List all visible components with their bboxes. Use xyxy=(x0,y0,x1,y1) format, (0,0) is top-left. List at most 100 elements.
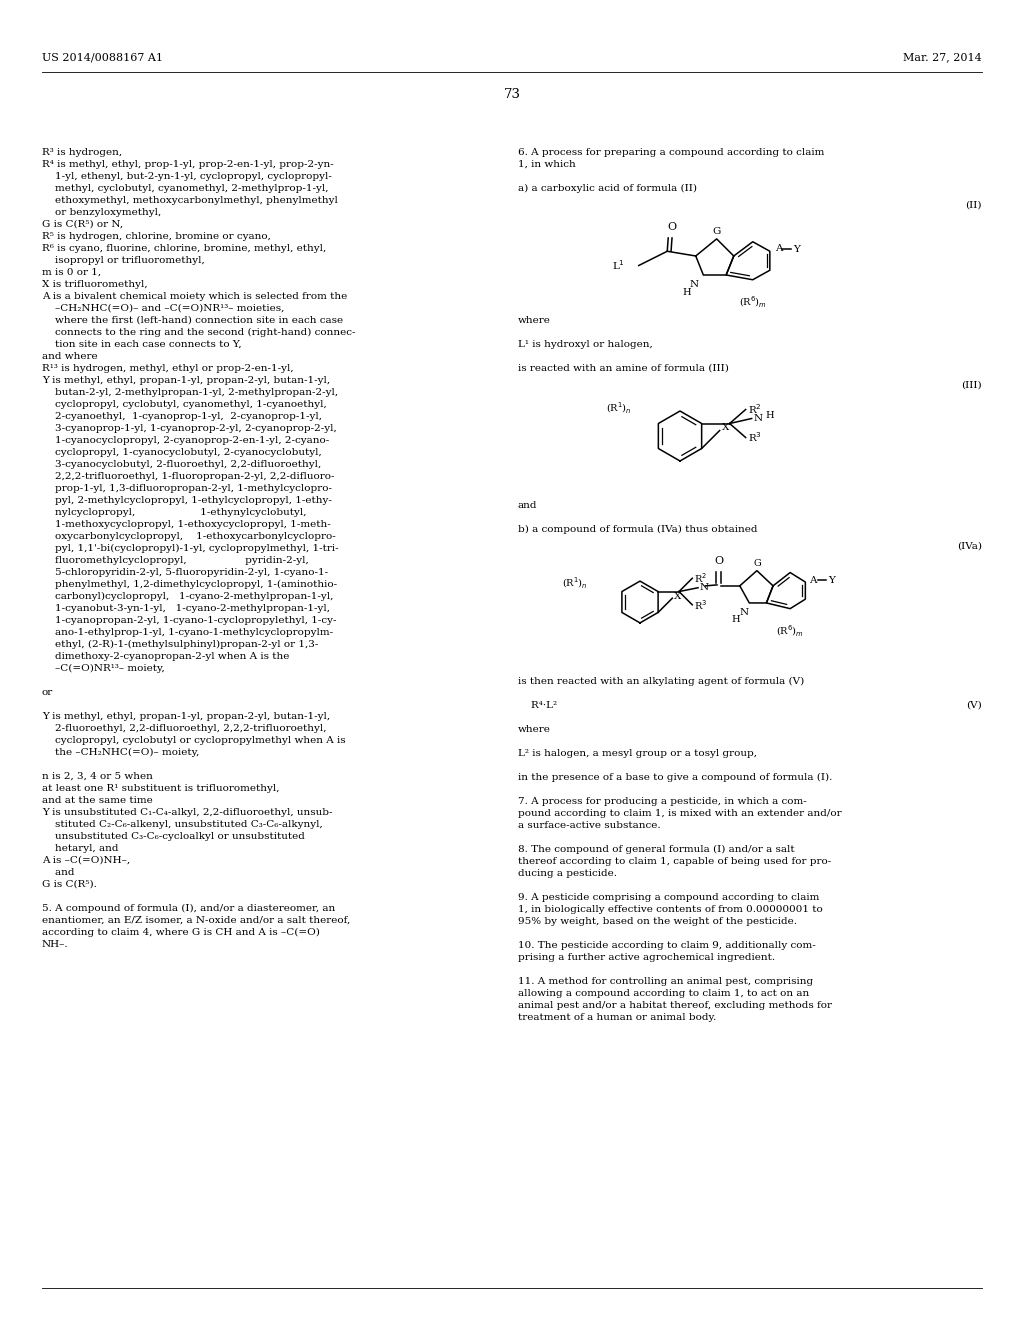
Text: H: H xyxy=(732,615,740,623)
Text: methyl, cyclobutyl, cyanomethyl, 2-methylprop-1-yl,: methyl, cyclobutyl, cyanomethyl, 2-methy… xyxy=(42,183,329,193)
Text: (III): (III) xyxy=(962,381,982,389)
Text: L² is halogen, a mesyl group or a tosyl group,: L² is halogen, a mesyl group or a tosyl … xyxy=(518,748,757,758)
Text: A is a bivalent chemical moiety which is selected from the: A is a bivalent chemical moiety which is… xyxy=(42,292,347,301)
Text: pyl, 2-methylcyclopropyl, 1-ethylcyclopropyl, 1-ethy-: pyl, 2-methylcyclopropyl, 1-ethylcyclopr… xyxy=(42,496,332,506)
Text: a surface-active substance.: a surface-active substance. xyxy=(518,821,660,830)
Text: O: O xyxy=(715,556,724,566)
Text: 73: 73 xyxy=(504,88,520,102)
Text: tion site in each case connects to Y,: tion site in each case connects to Y, xyxy=(42,341,242,348)
Text: in the presence of a base to give a compound of formula (I).: in the presence of a base to give a comp… xyxy=(518,774,833,783)
Text: isopropyl or trifluoromethyl,: isopropyl or trifluoromethyl, xyxy=(42,256,205,265)
Text: ano-1-ethylprop-1-yl, 1-cyano-1-methylcyclopropylm-: ano-1-ethylprop-1-yl, 1-cyano-1-methylcy… xyxy=(42,628,333,638)
Text: a) a carboxylic acid of formula (II): a) a carboxylic acid of formula (II) xyxy=(518,183,697,193)
Text: Y: Y xyxy=(794,244,801,253)
Text: is reacted with an amine of formula (III): is reacted with an amine of formula (III… xyxy=(518,364,729,374)
Text: L¹ is hydroxyl or halogen,: L¹ is hydroxyl or halogen, xyxy=(518,341,652,348)
Text: 5-chloropyridin-2-yl, 5-fluoropyridin-2-yl, 1-cyano-1-: 5-chloropyridin-2-yl, 5-fluoropyridin-2-… xyxy=(42,568,328,577)
Text: 1, in which: 1, in which xyxy=(518,160,575,169)
Text: stituted C₂-C₆-alkenyl, unsubstituted C₃-C₆-alkynyl,: stituted C₂-C₆-alkenyl, unsubstituted C₃… xyxy=(42,820,323,829)
Text: ethoxymethyl, methoxycarbonylmethyl, phenylmethyl: ethoxymethyl, methoxycarbonylmethyl, phe… xyxy=(42,195,338,205)
Text: 3-cyanocyclobutyl, 2-fluoroethyl, 2,2-difluoroethyl,: 3-cyanocyclobutyl, 2-fluoroethyl, 2,2-di… xyxy=(42,459,322,469)
Text: cyclopropyl, cyclobutyl, cyanomethyl, 1-cyanoethyl,: cyclopropyl, cyclobutyl, cyanomethyl, 1-… xyxy=(42,400,327,409)
Text: unsubstituted C₃-C₆-cycloalkyl or unsubstituted: unsubstituted C₃-C₆-cycloalkyl or unsubs… xyxy=(42,832,305,841)
Text: fluoromethylcyclopropyl,                  pyridin-2-yl,: fluoromethylcyclopropyl, pyridin-2-yl, xyxy=(42,556,309,565)
Text: according to claim 4, where G is CH and A is –C(=O): according to claim 4, where G is CH and … xyxy=(42,928,319,937)
Text: A: A xyxy=(809,576,817,585)
Text: Y is methyl, ethyl, propan-1-yl, propan-2-yl, butan-1-yl,: Y is methyl, ethyl, propan-1-yl, propan-… xyxy=(42,376,330,385)
Text: (V): (V) xyxy=(967,701,982,710)
Text: dimethoxy-2-cyanopropan-2-yl when A is the: dimethoxy-2-cyanopropan-2-yl when A is t… xyxy=(42,652,290,661)
Text: nylcyclopropyl,                    1-ethynylcyclobutyl,: nylcyclopropyl, 1-ethynylcyclobutyl, xyxy=(42,508,306,517)
Text: cyclopropyl, cyclobutyl or cyclopropylmethyl when A is: cyclopropyl, cyclobutyl or cyclopropylme… xyxy=(42,737,346,744)
Text: R⁴·L²: R⁴·L² xyxy=(518,701,557,710)
Text: 1-methoxycyclopropyl, 1-ethoxycyclopropyl, 1-meth-: 1-methoxycyclopropyl, 1-ethoxycyclopropy… xyxy=(42,520,331,529)
Text: N: N xyxy=(739,609,749,616)
Text: oxycarbonylcyclopropyl,    1-ethoxycarbonylcyclopro-: oxycarbonylcyclopropyl, 1-ethoxycarbonyl… xyxy=(42,532,336,541)
Text: 8. The compound of general formula (I) and/or a salt: 8. The compound of general formula (I) a… xyxy=(518,845,795,854)
Text: (R$^1$)$_n$: (R$^1$)$_n$ xyxy=(562,576,588,591)
Text: animal pest and/or a habitat thereof, excluding methods for: animal pest and/or a habitat thereof, ex… xyxy=(518,1001,831,1010)
Text: (II): (II) xyxy=(966,201,982,210)
Text: at least one R¹ substituent is trifluoromethyl,: at least one R¹ substituent is trifluoro… xyxy=(42,784,280,793)
Text: G: G xyxy=(713,227,721,236)
Text: where: where xyxy=(518,315,551,325)
Text: phenylmethyl, 1,2-dimethylcyclopropyl, 1-(aminothio-: phenylmethyl, 1,2-dimethylcyclopropyl, 1… xyxy=(42,579,337,589)
Text: hetaryl, and: hetaryl, and xyxy=(42,843,119,853)
Text: treatment of a human or animal body.: treatment of a human or animal body. xyxy=(518,1012,716,1022)
Text: enantiomer, an E/Z isomer, a N-oxide and/or a salt thereof,: enantiomer, an E/Z isomer, a N-oxide and… xyxy=(42,916,350,925)
Text: ethyl, (2-R)-1-(methylsulphinyl)propan-2-yl or 1,3-: ethyl, (2-R)-1-(methylsulphinyl)propan-2… xyxy=(42,640,318,649)
Text: 3-cyanoprop-1-yl, 1-cyanoprop-2-yl, 2-cyanoprop-2-yl,: 3-cyanoprop-1-yl, 1-cyanoprop-2-yl, 2-cy… xyxy=(42,424,337,433)
Text: b) a compound of formula (IVa) thus obtained: b) a compound of formula (IVa) thus obta… xyxy=(518,525,758,535)
Text: and at the same time: and at the same time xyxy=(42,796,153,805)
Text: G is C(R⁵) or N,: G is C(R⁵) or N, xyxy=(42,220,123,228)
Text: 1-yl, ethenyl, but-2-yn-1-yl, cyclopropyl, cyclopropyl-: 1-yl, ethenyl, but-2-yn-1-yl, cyclopropy… xyxy=(42,172,332,181)
Text: G is C(R⁵).: G is C(R⁵). xyxy=(42,880,97,888)
Text: 5. A compound of formula (I), and/or a diastereomer, an: 5. A compound of formula (I), and/or a d… xyxy=(42,904,335,913)
Text: cyclopropyl, 1-cyanocyclobutyl, 2-cyanocyclobutyl,: cyclopropyl, 1-cyanocyclobutyl, 2-cyanoc… xyxy=(42,447,322,457)
Text: R$^3$: R$^3$ xyxy=(694,598,708,611)
Text: N: N xyxy=(699,583,709,593)
Text: H: H xyxy=(682,288,690,297)
Text: carbonyl)cyclopropyl,   1-cyano-2-methylpropan-1-yl,: carbonyl)cyclopropyl, 1-cyano-2-methylpr… xyxy=(42,591,334,601)
Text: (R$^6$)$_m$: (R$^6$)$_m$ xyxy=(738,294,767,310)
Text: 11. A method for controlling an animal pest, comprising: 11. A method for controlling an animal p… xyxy=(518,977,813,986)
Text: 1-cyanobut-3-yn-1-yl,   1-cyano-2-methylpropan-1-yl,: 1-cyanobut-3-yn-1-yl, 1-cyano-2-methylpr… xyxy=(42,605,330,612)
Text: –CH₂NHC(=O)– and –C(=O)NR¹³– moieties,: –CH₂NHC(=O)– and –C(=O)NR¹³– moieties, xyxy=(42,304,285,313)
Text: Y is unsubstituted C₁-C₄-alkyl, 2,2-difluoroethyl, unsub-: Y is unsubstituted C₁-C₄-alkyl, 2,2-difl… xyxy=(42,808,333,817)
Text: prop-1-yl, 1,3-difluoropropan-2-yl, 1-methylcyclopro-: prop-1-yl, 1,3-difluoropropan-2-yl, 1-me… xyxy=(42,484,332,492)
Text: m is 0 or 1,: m is 0 or 1, xyxy=(42,268,101,277)
Text: 1-cyanocyclopropyl, 2-cyanoprop-2-en-1-yl, 2-cyano-: 1-cyanocyclopropyl, 2-cyanoprop-2-en-1-y… xyxy=(42,436,330,445)
Text: Y is methyl, ethyl, propan-1-yl, propan-2-yl, butan-1-yl,: Y is methyl, ethyl, propan-1-yl, propan-… xyxy=(42,711,330,721)
Text: (R$^1$)$_n$: (R$^1$)$_n$ xyxy=(606,400,632,416)
Text: 6. A process for preparing a compound according to claim: 6. A process for preparing a compound ac… xyxy=(518,148,824,157)
Text: thereof according to claim 1, capable of being used for pro-: thereof according to claim 1, capable of… xyxy=(518,857,831,866)
Text: NH–.: NH–. xyxy=(42,940,69,949)
Text: H: H xyxy=(766,411,774,420)
Text: 1-cyanopropan-2-yl, 1-cyano-1-cyclopropylethyl, 1-cy-: 1-cyanopropan-2-yl, 1-cyano-1-cyclopropy… xyxy=(42,616,337,624)
Text: the –CH₂NHC(=O)– moiety,: the –CH₂NHC(=O)– moiety, xyxy=(42,748,200,758)
Text: connects to the ring and the second (right-hand) connec-: connects to the ring and the second (rig… xyxy=(42,327,355,337)
Text: n is 2, 3, 4 or 5 when: n is 2, 3, 4 or 5 when xyxy=(42,772,153,781)
Text: Mar. 27, 2014: Mar. 27, 2014 xyxy=(903,51,982,62)
Text: US 2014/0088167 A1: US 2014/0088167 A1 xyxy=(42,51,163,62)
Text: pyl, 1,1'-bi(cyclopropyl)-1-yl, cyclopropylmethyl, 1-tri-: pyl, 1,1'-bi(cyclopropyl)-1-yl, cyclopro… xyxy=(42,544,339,553)
Text: where: where xyxy=(518,725,551,734)
Text: 9. A pesticide comprising a compound according to claim: 9. A pesticide comprising a compound acc… xyxy=(518,894,819,902)
Text: R$^2$: R$^2$ xyxy=(748,403,762,416)
Text: 2,2,2-trifluoroethyl, 1-fluoropropan-2-yl, 2,2-difluoro-: 2,2,2-trifluoroethyl, 1-fluoropropan-2-y… xyxy=(42,473,335,480)
Text: G: G xyxy=(753,560,761,569)
Text: R$^3$: R$^3$ xyxy=(748,430,762,445)
Text: –C(=O)NR¹³– moiety,: –C(=O)NR¹³– moiety, xyxy=(42,664,165,673)
Text: butan-2-yl, 2-methylpropan-1-yl, 2-methylpropan-2-yl,: butan-2-yl, 2-methylpropan-1-yl, 2-methy… xyxy=(42,388,338,397)
Text: 7. A process for producing a pesticide, in which a com-: 7. A process for producing a pesticide, … xyxy=(518,797,807,807)
Text: Y: Y xyxy=(828,576,835,585)
Text: or benzyloxymethyl,: or benzyloxymethyl, xyxy=(42,209,161,216)
Text: R³ is hydrogen,: R³ is hydrogen, xyxy=(42,148,122,157)
Text: 2-fluoroethyl, 2,2-difluoroethyl, 2,2,2-trifluoroethyl,: 2-fluoroethyl, 2,2-difluoroethyl, 2,2,2-… xyxy=(42,723,327,733)
Text: R¹³ is hydrogen, methyl, ethyl or prop-2-en-1-yl,: R¹³ is hydrogen, methyl, ethyl or prop-2… xyxy=(42,364,294,374)
Text: and: and xyxy=(42,869,75,876)
Text: R⁴ is methyl, ethyl, prop-1-yl, prop-2-en-1-yl, prop-2-yn-: R⁴ is methyl, ethyl, prop-1-yl, prop-2-e… xyxy=(42,160,334,169)
Text: 1, in biologically effective contents of from 0.00000001 to: 1, in biologically effective contents of… xyxy=(518,906,822,913)
Text: and where: and where xyxy=(42,352,97,360)
Text: or: or xyxy=(42,688,53,697)
